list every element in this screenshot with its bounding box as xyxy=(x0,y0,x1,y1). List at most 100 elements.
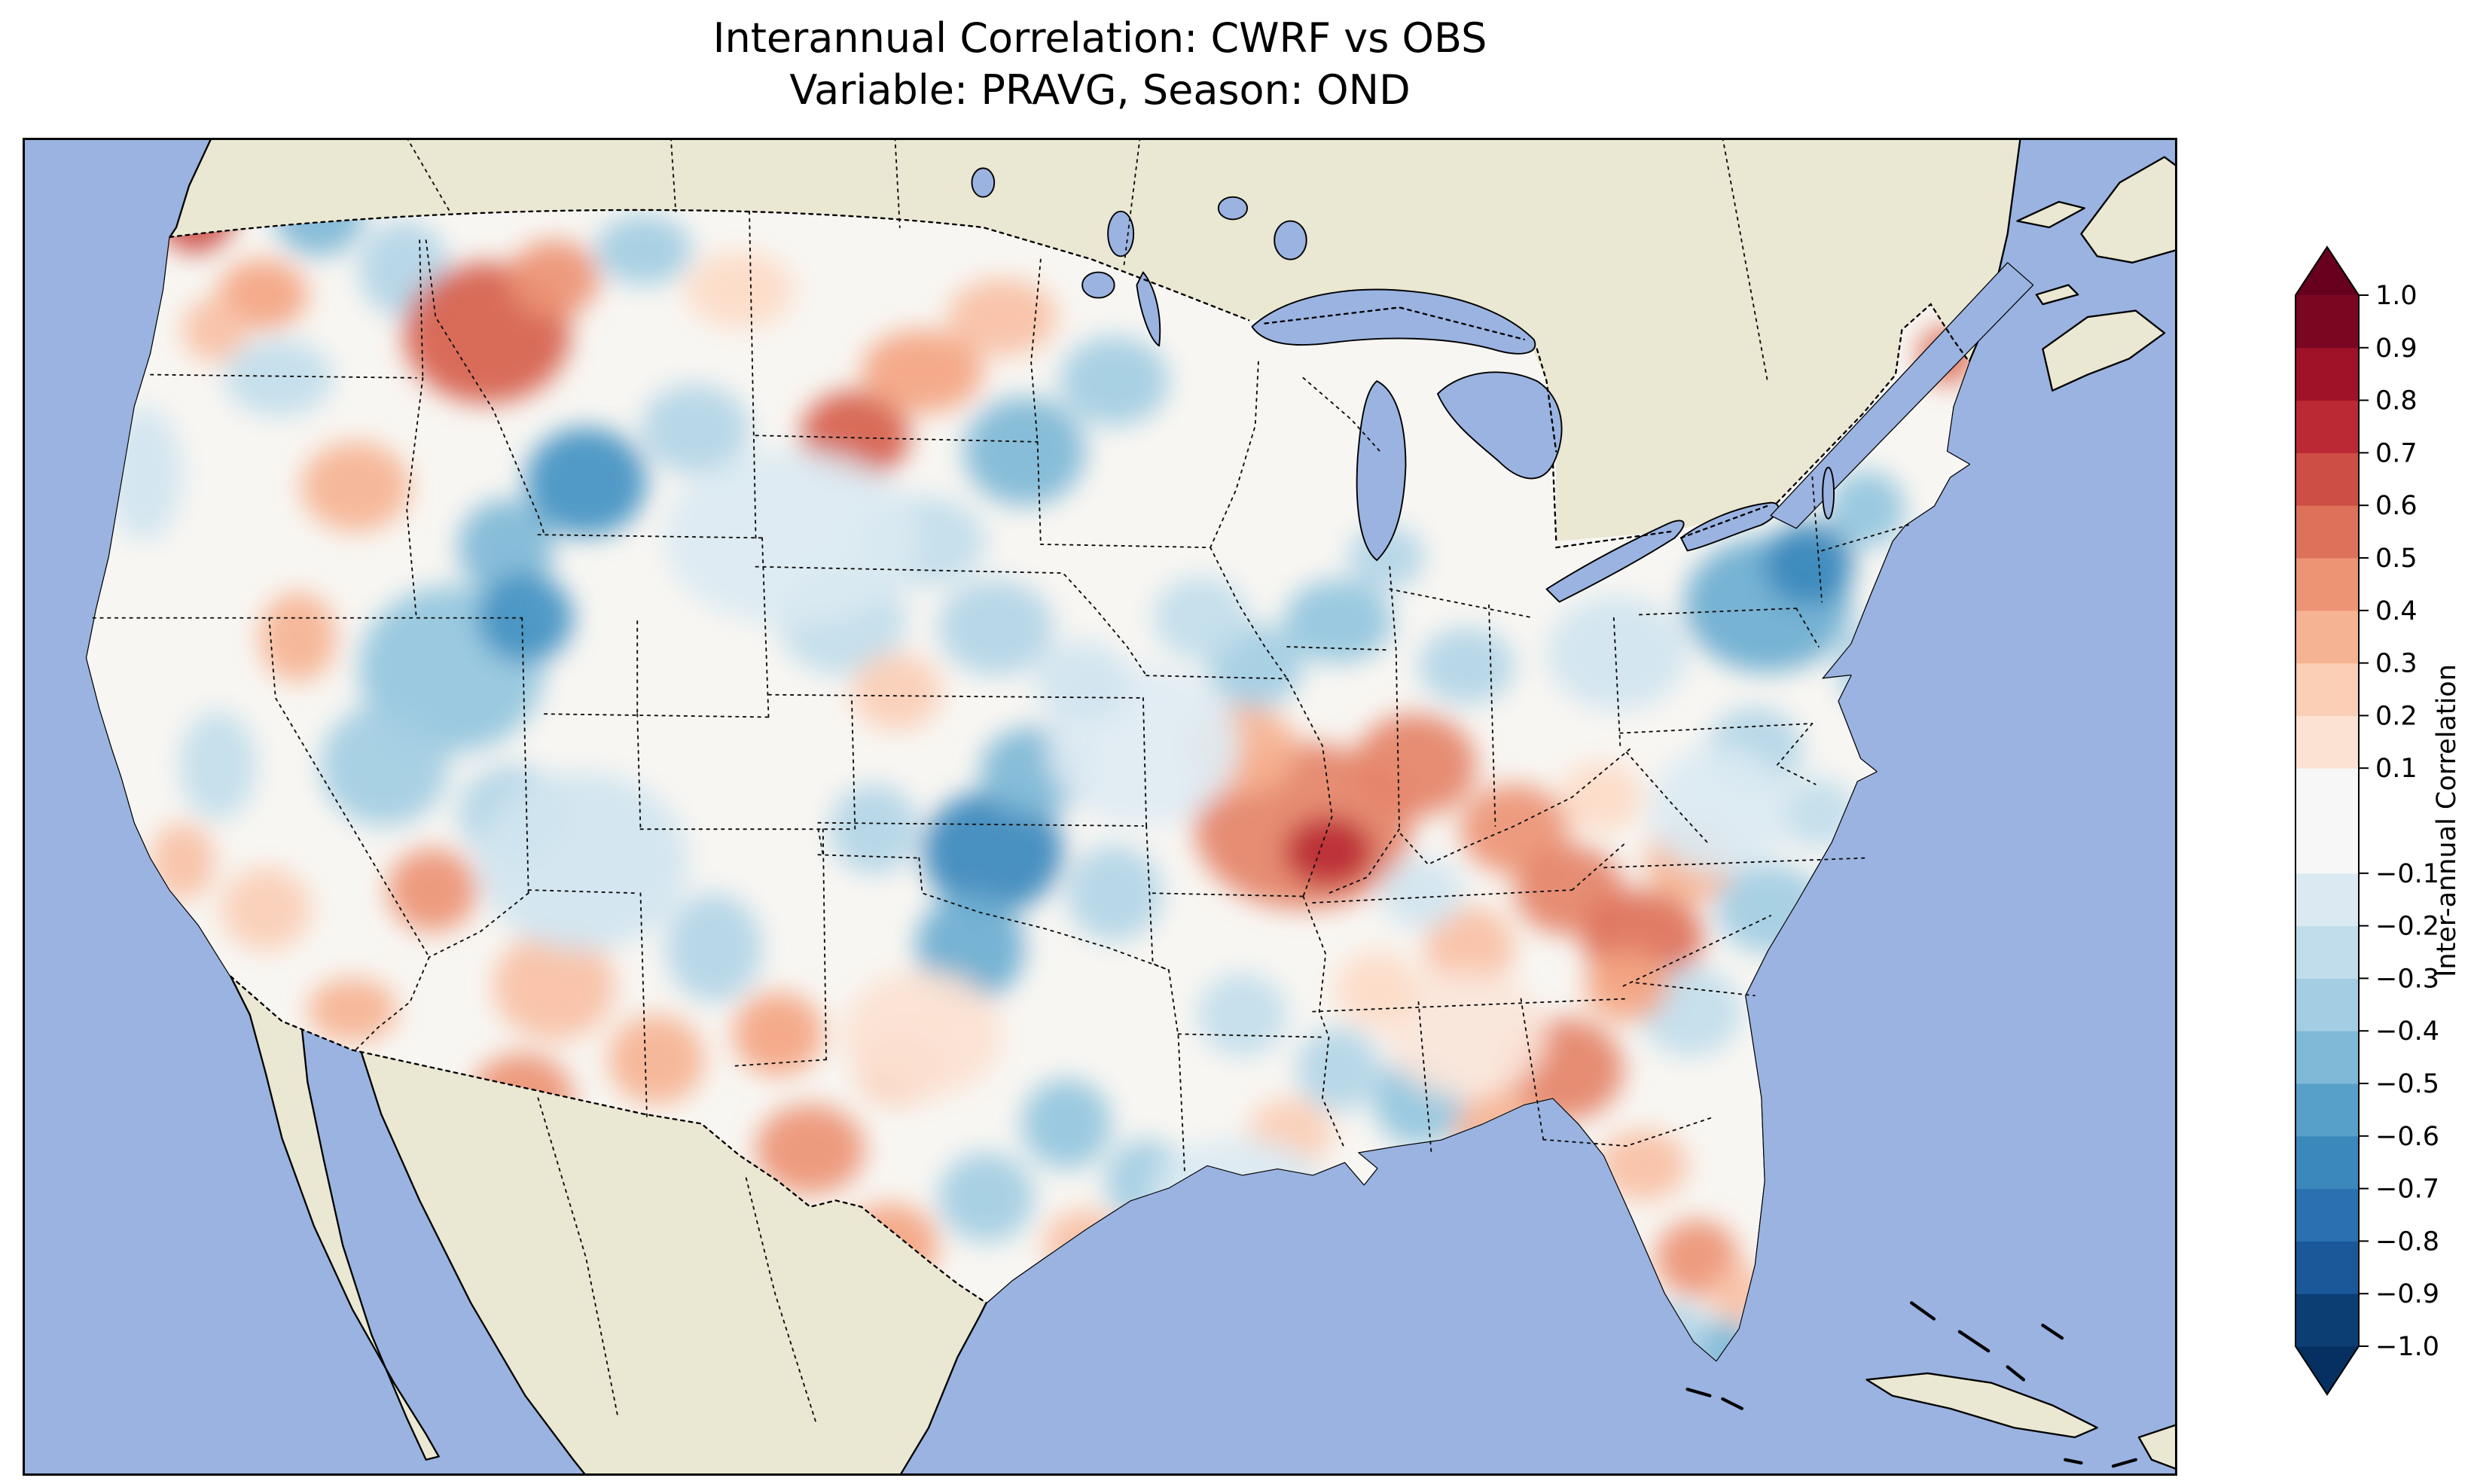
state-border-line xyxy=(268,617,430,958)
state-border-line xyxy=(1389,588,1535,619)
field-blob xyxy=(595,215,692,285)
island-cuba xyxy=(1865,1372,2098,1439)
island-hispaniola xyxy=(2137,1423,2177,1470)
field-blob xyxy=(1283,579,1393,663)
field-blob xyxy=(1386,970,1547,1099)
state-border-line xyxy=(1612,617,1621,747)
state-border-line xyxy=(639,892,648,1118)
state-border-line xyxy=(1036,440,1042,545)
colorbar-tick-label: −0.3 xyxy=(2375,964,2439,994)
colorbar-tick-label: −1.0 xyxy=(2375,1332,2439,1362)
state-border-line xyxy=(1520,998,1545,1141)
field-blob xyxy=(1197,973,1288,1057)
state-border-line xyxy=(1286,678,1333,897)
state-border-line xyxy=(1603,857,1868,869)
colorbar-band xyxy=(2296,347,2359,401)
field-blob xyxy=(1066,845,1163,942)
colorbar-band xyxy=(2296,610,2359,664)
field-blob xyxy=(509,240,599,318)
colorbar-band xyxy=(2296,400,2359,453)
state-border-line xyxy=(1123,138,1141,267)
field-blob xyxy=(300,441,410,532)
field-blob xyxy=(861,330,984,413)
state-border-line xyxy=(1152,892,1304,897)
state-border-line xyxy=(761,537,770,718)
colorbar-tick-label: 0.2 xyxy=(2375,701,2418,731)
state-border-line xyxy=(355,956,430,1051)
state-border-line xyxy=(918,857,1170,971)
field-blob xyxy=(1021,1078,1112,1169)
island-pei xyxy=(2035,284,2079,306)
field-blob xyxy=(829,784,920,874)
colorbar: 1.0 0.9 0.8 0.7 0.6 0.5 0.4 0.3 0.2 0.1 −0.1 −0.2 −0… xyxy=(2295,245,2462,1396)
national-border-line xyxy=(1536,348,1557,453)
state-border-line xyxy=(537,534,763,539)
state-border-line xyxy=(1312,889,1573,904)
colorbar-band xyxy=(2296,1083,2359,1137)
state-border-line xyxy=(749,210,757,539)
field-blob xyxy=(842,970,1002,1099)
state-border-line xyxy=(1167,969,1186,1176)
field-blob xyxy=(963,397,1086,506)
colorbar-tick-label: 0.9 xyxy=(2375,334,2418,364)
colorbar-tick-label: 1.0 xyxy=(2375,281,2418,311)
field-blob xyxy=(1764,522,1854,605)
figure-title: Interannual Correlation: CWRF vs OBS Var… xyxy=(23,12,2177,116)
colorbar-band xyxy=(2296,925,2359,979)
field-blob xyxy=(922,791,1063,913)
state-border-line xyxy=(406,376,424,619)
correlation-map xyxy=(23,138,2177,1476)
field-blob xyxy=(1546,595,1688,711)
colorbar-band xyxy=(2296,558,2359,611)
colorbar-band xyxy=(2296,1294,2359,1347)
field-blob xyxy=(493,931,615,1041)
st-lawrence-river xyxy=(1770,262,2034,529)
small-island-chains xyxy=(1685,1301,2137,1468)
colorbar-band xyxy=(2296,978,2359,1031)
field-blob xyxy=(1380,858,1464,929)
field-blob xyxy=(1559,761,1643,833)
colorbar-tick-label: −0.7 xyxy=(2375,1175,2439,1205)
state-border-line xyxy=(543,713,770,718)
state-border-line xyxy=(1145,675,1289,680)
island-anticosti xyxy=(2016,200,2085,229)
state-border-line xyxy=(817,821,1144,827)
field-blob xyxy=(1283,816,1374,887)
colorbar-band xyxy=(2296,1135,2359,1190)
field-blob xyxy=(221,867,311,951)
state-border-line xyxy=(636,713,642,830)
state-border-line xyxy=(1312,998,1627,1013)
lake-erie xyxy=(1545,520,1685,603)
field-blob xyxy=(1060,336,1169,426)
field-blob xyxy=(685,251,795,328)
field-blob xyxy=(947,279,1057,356)
state-border-line xyxy=(822,828,827,1061)
lake-canada-2 xyxy=(971,167,996,198)
state-border-line xyxy=(419,239,424,379)
state-border-line xyxy=(1399,748,1631,866)
field-blob xyxy=(320,704,449,827)
field-blob xyxy=(938,579,1054,676)
field-blob-layer xyxy=(105,209,1969,1361)
colorbar-tick-label: 0.1 xyxy=(2375,754,2418,784)
field-blob xyxy=(259,592,337,682)
national-border-line xyxy=(169,209,1250,321)
map-panel xyxy=(23,138,2177,1476)
national-border-line xyxy=(1776,303,1970,504)
colorbar-tick-label: 0.6 xyxy=(2375,491,2418,521)
colorbar-ticks: 1.0 0.9 0.8 0.7 0.6 0.5 0.4 0.3 0.2 0.1 −0.1 −0.2 −0… xyxy=(2359,281,2439,1362)
field-blob xyxy=(733,992,823,1076)
lake-of-the-woods xyxy=(1081,271,1115,299)
field-blob xyxy=(1354,714,1477,817)
field-blob xyxy=(852,653,942,730)
colorbar-tick-label: 0.8 xyxy=(2375,386,2418,416)
colorbar-band xyxy=(2296,295,2359,349)
field-blob xyxy=(1649,745,1790,874)
lake-michigan xyxy=(1356,380,1407,562)
field-blob xyxy=(458,499,554,596)
state-border-line xyxy=(1488,604,1496,827)
state-border-line xyxy=(1417,1001,1432,1153)
state-border-line xyxy=(521,617,529,894)
national-border-line xyxy=(1555,530,1673,549)
colorbar-bands xyxy=(2296,247,2359,1394)
